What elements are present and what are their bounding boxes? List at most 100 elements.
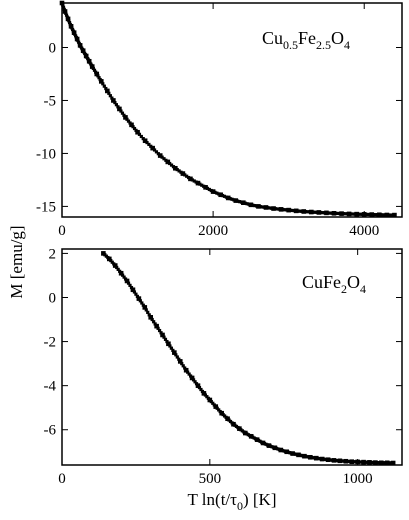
top-data-point-fill	[372, 213, 376, 217]
bottom-x-tick-label: 500	[199, 471, 222, 487]
bottom-axes: 0 500 1000 2 0 -2 -4 -6	[44, 246, 402, 487]
bottom-data-point-fill	[132, 290, 137, 294]
bottom-data-point-fill	[162, 335, 166, 339]
top-data-point	[150, 145, 155, 151]
top-data-point-fill	[164, 158, 168, 162]
top-data-point-fill	[186, 175, 191, 180]
top-data-point-fill	[132, 126, 137, 131]
bottom-data-point-fill	[191, 378, 196, 382]
top-data-point-fill	[381, 213, 385, 217]
bottom-data-point-fill	[138, 299, 142, 303]
top-data-point-fill	[222, 194, 227, 198]
top-data-point-fill	[288, 208, 293, 212]
bottom-y-tick-label: 2	[49, 246, 57, 262]
bottom-data-point-fill	[169, 346, 173, 350]
top-data-point-fill	[154, 150, 159, 154]
top-data-point-fill	[64, 11, 68, 15]
top-data-point-fill	[228, 196, 232, 201]
bottom-data-point-fill	[203, 393, 207, 397]
top-data-point-fill	[113, 100, 117, 105]
top-data-point-fill	[383, 213, 387, 217]
bottom-data-point-fill	[242, 430, 246, 434]
top-data-point-fill	[300, 209, 304, 213]
top-data-point-fill	[183, 173, 187, 177]
bottom-data-point-fill	[109, 258, 113, 263]
bottom-data-point-fill	[248, 433, 252, 438]
top-data-point-fill	[230, 197, 234, 201]
top-data-point-fill	[147, 142, 151, 147]
top-y-tick-label: -10	[36, 146, 56, 162]
bottom-data-point-fill	[157, 328, 162, 333]
top-data-point-fill	[247, 202, 251, 206]
bottom-data-point-fill	[378, 461, 382, 465]
bottom-data-point-fill	[205, 395, 209, 399]
bottom-data-point-fill	[128, 283, 132, 287]
top-data-point-fill	[74, 35, 78, 40]
bottom-data-point-fill	[384, 461, 388, 465]
bottom-data-point-fill	[156, 326, 160, 330]
top-data-point-fill	[98, 77, 102, 82]
top-data-point-fill	[353, 212, 357, 216]
top-data-point-fill	[368, 212, 372, 217]
top-data-point-fill	[220, 193, 225, 198]
top-data-point-fill	[296, 209, 300, 213]
top-data-point-fill	[304, 210, 308, 214]
top-data-point-fill	[375, 213, 380, 217]
bottom-data-point-fill	[307, 455, 311, 459]
top-data-point-fill	[373, 213, 378, 217]
top-data-point-fill	[192, 179, 196, 183]
bottom-data-point-fill	[193, 380, 197, 384]
bottom-data-point-fill	[209, 400, 213, 404]
top-series-markers	[59, 0, 397, 218]
bottom-panel: 0 500 1000 2 0 -2 -4 -6 CuFe2O4	[44, 246, 403, 487]
bottom-data-point-fill	[197, 385, 202, 390]
bottom-data-point-fill	[211, 401, 215, 405]
bottom-series-markers	[101, 251, 396, 466]
top-data-point-fill	[343, 212, 347, 216]
bottom-data-point-fill	[283, 449, 287, 453]
top-data-point-fill	[209, 188, 213, 193]
top-data-point-fill	[114, 103, 118, 107]
top-data-point-fill	[330, 211, 334, 215]
top-data-point-fill	[285, 208, 289, 212]
top-data-point-fill	[290, 208, 295, 213]
top-data-point-fill	[360, 212, 364, 216]
bottom-y-tick-label: -2	[44, 335, 57, 351]
bottom-data-point-fill	[390, 461, 394, 465]
top-data-point-fill	[160, 155, 164, 159]
top-data-point-fill	[273, 207, 278, 211]
bottom-data-point-fill	[181, 364, 185, 368]
top-data-point-fill	[298, 209, 302, 213]
top-data-point-fill	[108, 94, 112, 98]
bottom-data-point-fill	[259, 440, 264, 444]
top-data-point-fill	[319, 210, 323, 215]
top-data-point-fill	[232, 198, 236, 202]
top-data-point-fill	[262, 205, 266, 209]
top-data-point-fill	[338, 211, 342, 216]
bottom-data-point-fill	[140, 301, 144, 305]
bottom-data-point-fill	[354, 460, 358, 464]
top-data-point-fill	[321, 211, 325, 215]
top-data-point-fill	[315, 210, 319, 214]
top-data-point-fill	[253, 204, 257, 208]
top-data-point-fill	[277, 207, 281, 211]
top-data-point-fill	[61, 3, 65, 7]
bottom-data-point-fill	[183, 366, 187, 370]
bottom-data-point-fill	[348, 459, 352, 464]
bottom-data-point-fill	[135, 294, 139, 298]
top-data-point-fill	[239, 200, 244, 204]
top-data-point-fill	[128, 121, 132, 125]
bottom-data-point-fill	[152, 320, 156, 324]
top-data-point-fill	[217, 192, 221, 196]
top-data-point-fill	[190, 178, 194, 182]
top-panel: 0 2000 4000 0 -5 -10 -15 Cu0.5Fe2.5O4	[36, 0, 403, 239]
top-data-point-fill	[62, 7, 66, 11]
top-data-point-fill	[175, 167, 179, 172]
bottom-data-point-fill	[123, 277, 128, 281]
top-data-point-fill	[137, 132, 142, 136]
bottom-data-point-fill	[118, 269, 122, 273]
top-data-point-fill	[243, 201, 247, 205]
top-data-point-fill	[162, 157, 166, 161]
bottom-panel-label: CuFe2O4	[302, 272, 366, 296]
